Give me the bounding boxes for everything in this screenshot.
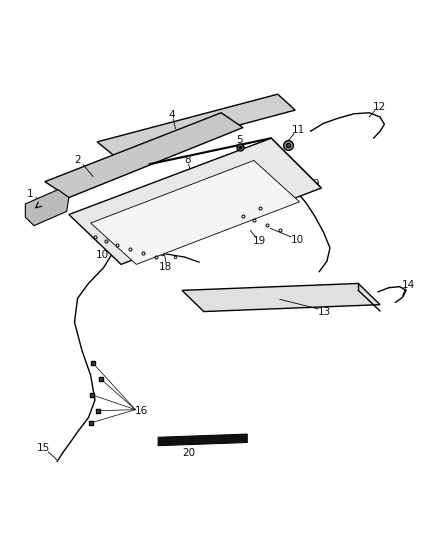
Text: 7: 7 [155,211,162,221]
Text: 2: 2 [74,156,81,165]
Text: 14: 14 [402,280,415,290]
Text: 17: 17 [216,172,229,181]
Text: 8: 8 [184,156,191,165]
Text: 4: 4 [169,110,175,120]
Text: 11: 11 [292,125,305,135]
Polygon shape [91,160,300,264]
Text: 7: 7 [108,200,114,211]
Text: 17: 17 [164,182,177,192]
Polygon shape [97,94,295,158]
Polygon shape [45,113,243,198]
Polygon shape [182,284,380,312]
Polygon shape [25,190,69,225]
Text: 19: 19 [263,198,276,208]
Text: 9: 9 [312,179,319,189]
Text: 19: 19 [252,236,266,246]
Text: 16: 16 [135,406,148,416]
Text: 10: 10 [96,251,109,260]
Polygon shape [158,434,247,446]
Text: 1: 1 [26,189,33,199]
Polygon shape [69,138,321,264]
Text: 12: 12 [373,102,386,112]
Text: 5: 5 [237,135,243,146]
Text: 18: 18 [159,262,173,271]
Text: 15: 15 [36,443,50,453]
Text: 13: 13 [318,306,331,317]
Text: 10: 10 [291,235,304,245]
Text: 20: 20 [182,448,195,458]
